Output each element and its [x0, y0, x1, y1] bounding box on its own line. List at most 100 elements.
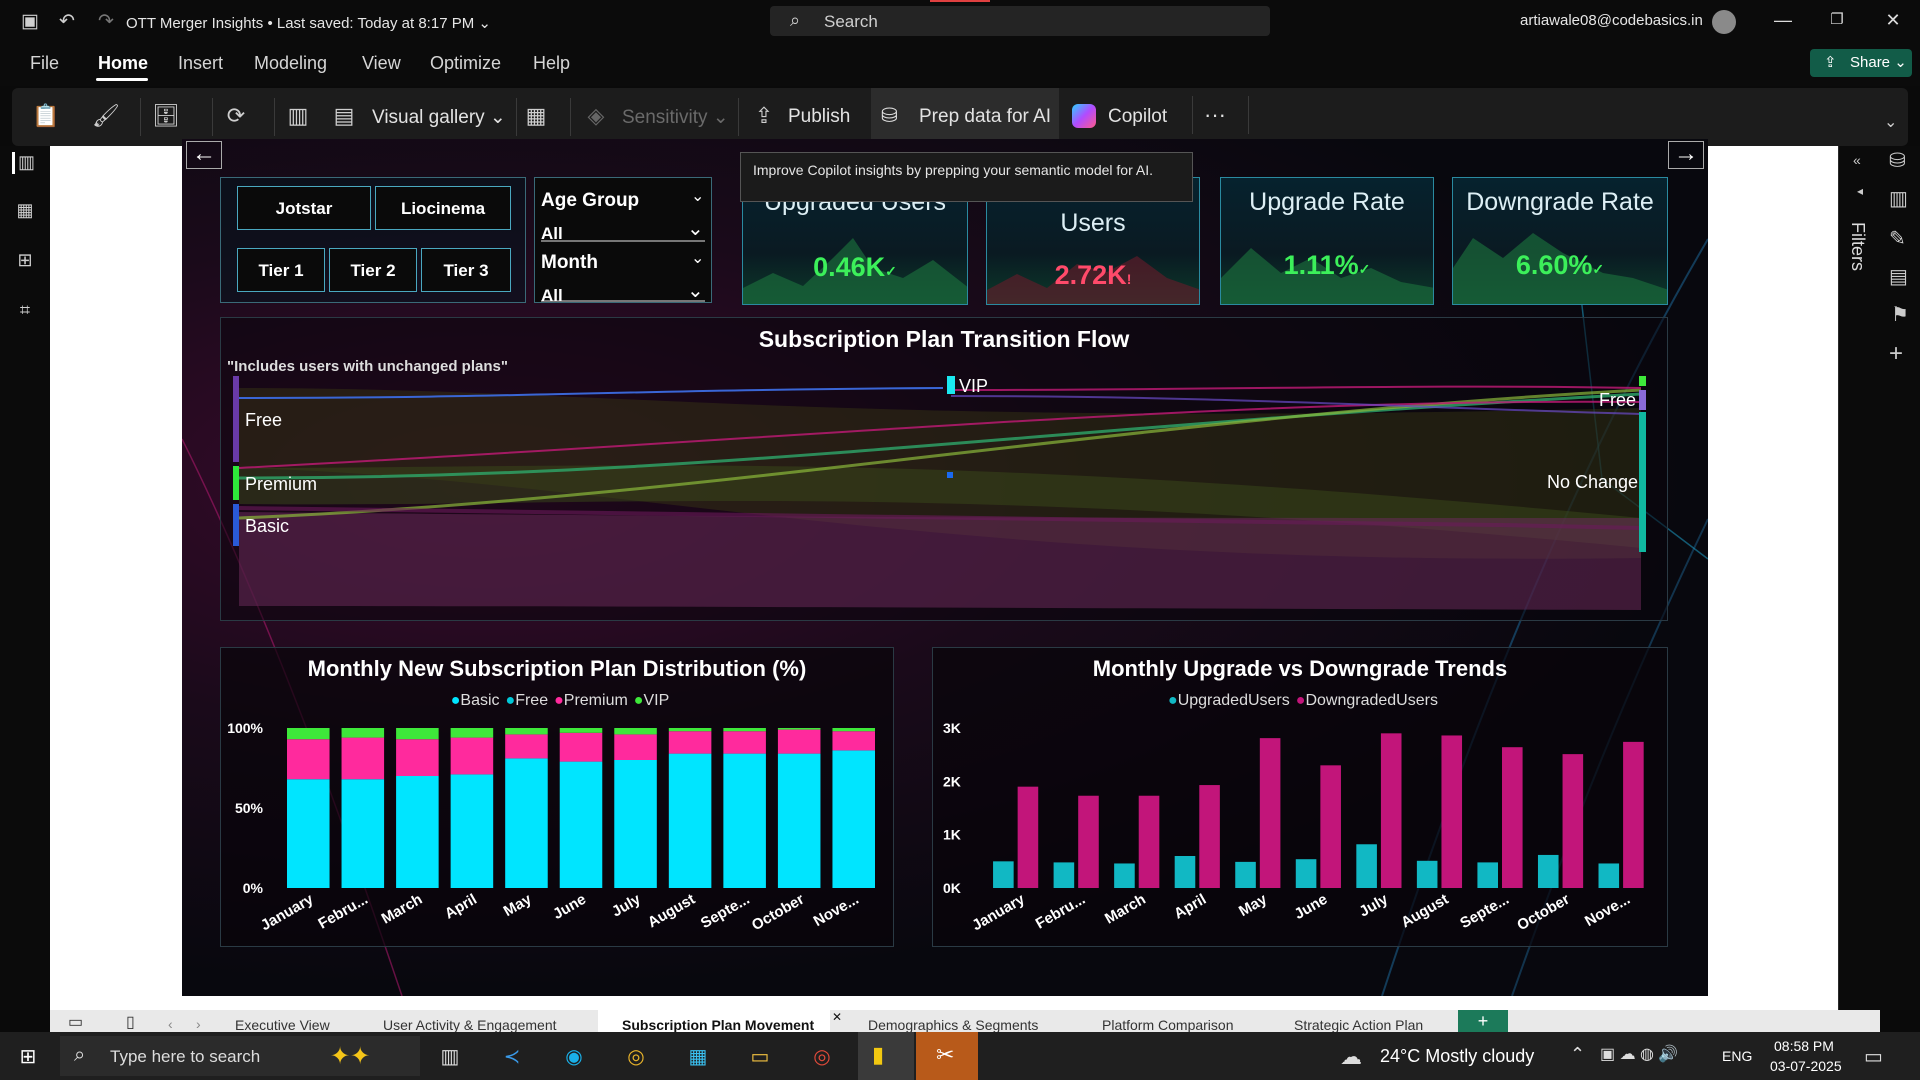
scroll-left-icon[interactable]: ‹ — [168, 1016, 173, 1032]
sensitivity-button[interactable]: Sensitivity ⌄ — [622, 107, 729, 128]
table-view-icon[interactable]: ▦ — [16, 200, 34, 220]
add-page-button[interactable]: + — [1458, 1010, 1508, 1032]
task-view-icon[interactable]: ▥ — [440, 1046, 460, 1068]
mobile-layout-icon[interactable]: ▯ — [126, 1014, 135, 1031]
model-view-icon[interactable]: ⊞ — [17, 250, 33, 270]
ribbon-collapse-icon[interactable]: ⌄ — [1884, 114, 1898, 131]
copilot-button[interactable]: Copilot — [1108, 106, 1168, 127]
clock-date[interactable]: 03-07-2025 — [1770, 1058, 1842, 1074]
filters-label: Filters — [1848, 222, 1868, 271]
format-icon[interactable]: ✎ — [1889, 228, 1906, 250]
menu-home[interactable]: Home — [98, 53, 149, 73]
close-tab-icon[interactable]: ✕ — [832, 1010, 843, 1024]
file-explorer-icon[interactable]: ▭ — [750, 1046, 770, 1068]
x-tick-label: May — [1236, 890, 1270, 920]
tab-subscription-plan-movement[interactable]: Subscription Plan Movement — [622, 1017, 815, 1032]
file-title[interactable]: OTT Merger Insights • Last saved: Today … — [126, 14, 491, 32]
powerbi-taskbar-button[interactable]: ▮ — [858, 1032, 914, 1080]
get-data-icon[interactable]: 🗄 — [152, 103, 180, 128]
tab-demographics[interactable]: Demographics & Segments — [868, 1017, 1039, 1032]
analytics-icon[interactable]: ▤ — [1889, 266, 1908, 288]
data-pane-icon[interactable]: ⛁ — [1889, 150, 1906, 172]
tier-1-button[interactable]: Tier 1 — [237, 248, 325, 292]
search-box[interactable]: ⌕ Search — [770, 6, 1270, 36]
kpi-upgrade-rate[interactable]: Upgrade Rate 1.11%✓ — [1220, 177, 1434, 305]
save-icon[interactable]: ▣ — [21, 11, 39, 32]
user-email[interactable]: artiawale08@codebasics.in — [1520, 12, 1703, 29]
snipping-taskbar-button[interactable]: ✂ — [916, 1032, 978, 1080]
vscode-icon[interactable]: ≺ — [503, 1046, 521, 1068]
redo-icon[interactable]: ↷ — [98, 11, 114, 32]
chevron-up-icon[interactable]: ⌃ — [1570, 1044, 1586, 1064]
tab-executive-view[interactable]: Executive View — [235, 1017, 330, 1032]
app-title: OTT Merger Insights — [126, 15, 264, 32]
format-painter-icon[interactable]: 🖌 — [92, 103, 120, 128]
trend-alert-icon: ! — [1126, 271, 1132, 287]
windows-start-icon[interactable]: ⊞ — [19, 1046, 37, 1068]
menu-file[interactable]: File — [30, 53, 60, 73]
close-icon[interactable]: ✕ — [1885, 10, 1901, 30]
chrome-profile-icon[interactable]: ◎ — [813, 1046, 831, 1068]
paste-icon[interactable]: 📋 — [32, 103, 60, 128]
bookmark-icon[interactable]: ⚑ — [1891, 304, 1909, 326]
menu-insert[interactable]: Insert — [178, 53, 224, 73]
bar-segment — [559, 728, 603, 733]
minimize-icon[interactable]: — — [1774, 10, 1792, 30]
chrome-icon[interactable]: ◎ — [627, 1046, 645, 1068]
trends-chart[interactable]: Monthly Upgrade vs Downgrade Trends ●Upg… — [932, 647, 1668, 947]
x-tick-label: Septe... — [1457, 891, 1512, 932]
menu-help[interactable]: Help — [533, 53, 571, 73]
tier-3-button[interactable]: Tier 3 — [421, 248, 511, 292]
share-button[interactable]: ⇪ Share ⌄ — [1810, 49, 1912, 77]
visual-gallery-button[interactable]: Visual gallery ⌄ — [372, 107, 506, 128]
distribution-chart[interactable]: Monthly New Subscription Plan Distributi… — [220, 647, 894, 947]
visualizations-icon[interactable]: ▥ — [1889, 188, 1908, 210]
clock-time[interactable]: 08:58 PM — [1774, 1038, 1834, 1054]
tier-2-button[interactable]: Tier 2 — [329, 248, 417, 292]
store-icon[interactable]: ▦ — [688, 1046, 708, 1068]
fit-page-icon[interactable]: ▭ — [68, 1014, 84, 1031]
notification-icon[interactable]: ▭ — [1864, 1046, 1883, 1068]
tab-platform-comparison[interactable]: Platform Comparison — [1102, 1017, 1234, 1032]
dax-query-icon[interactable]: ⌗ — [19, 300, 31, 320]
language-indicator[interactable]: ENG — [1722, 1048, 1753, 1064]
weather-text[interactable]: 24°C Mostly cloudy — [1380, 1046, 1535, 1066]
age-group-dropdown[interactable]: All ⌄ — [541, 218, 705, 243]
publish-button[interactable]: Publish — [788, 106, 851, 127]
kpi-downgrade-rate[interactable]: Downgrade Rate 6.60%✓ — [1452, 177, 1668, 305]
avatar[interactable] — [1712, 10, 1736, 34]
bar-segment — [832, 731, 875, 751]
scroll-right-icon[interactable]: › — [196, 1016, 201, 1032]
forward-arrow-icon[interactable]: → — [1668, 141, 1704, 169]
new-visual-icon[interactable]: ▥ — [287, 103, 309, 128]
more-options-button[interactable]: ··· — [1204, 102, 1226, 127]
tab-strategic-action-plan[interactable]: Strategic Action Plan — [1294, 1017, 1424, 1032]
expand-icon[interactable]: « — [1853, 152, 1861, 168]
legend-dot: ● — [1295, 692, 1306, 709]
restore-icon[interactable]: ❐ — [1830, 11, 1844, 28]
taskbar-search[interactable]: ⌕ Type here to search ✦✦ — [60, 1036, 420, 1076]
ribbon-divider — [140, 98, 141, 136]
tab-user-activity[interactable]: User Activity & Engagement — [383, 1017, 557, 1032]
back-arrow-icon[interactable]: ← — [186, 141, 222, 169]
add-pane-icon[interactable]: + — [1889, 340, 1904, 367]
calculator-icon[interactable]: ▦ — [525, 103, 547, 128]
x-tick-label: July — [609, 890, 644, 920]
sankey-chart[interactable]: Subscription Plan Transition Flow "Inclu… — [220, 317, 1668, 621]
filters-pane[interactable]: « ◂ Filters — [1838, 146, 1880, 1010]
prep-data-button[interactable]: ⛁ Prep data for AI — [871, 88, 1059, 146]
search-input[interactable]: Search — [824, 12, 878, 31]
menu-modeling[interactable]: Modeling — [254, 53, 328, 73]
edge-icon[interactable]: ◉ — [565, 1046, 583, 1068]
report-view-icon[interactable]: ▥ — [12, 152, 38, 174]
undo-icon[interactable]: ↶ — [59, 11, 75, 32]
kpi-sparkline — [743, 238, 967, 304]
platform-jotstar-button[interactable]: Jotstar — [237, 186, 371, 230]
refresh-icon[interactable]: ⟳ — [226, 103, 246, 128]
sankey-node-no-change: No Change — [1547, 472, 1639, 492]
platform-liocinema-button[interactable]: Liocinema — [375, 186, 511, 230]
menu-optimize[interactable]: Optimize — [430, 53, 502, 73]
menu-view[interactable]: View — [362, 53, 401, 73]
tray-icons[interactable]: ▣ ☁ ◍ 🔊 — [1600, 1046, 1679, 1063]
month-dropdown[interactable]: All ⌄ — [541, 280, 705, 305]
